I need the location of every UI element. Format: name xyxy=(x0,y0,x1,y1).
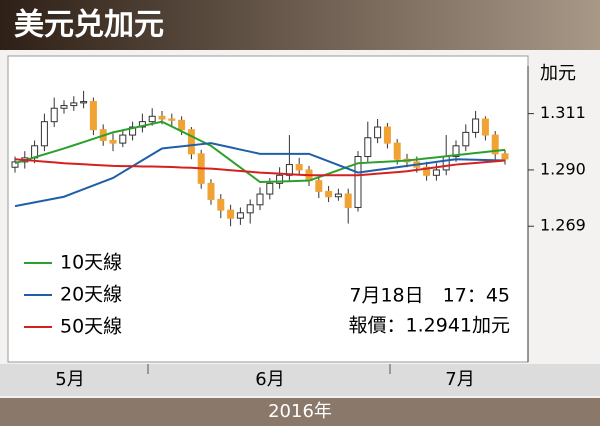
y-tick-label: 1.269 xyxy=(540,216,586,235)
ma-line xyxy=(14,120,506,184)
ma-line xyxy=(14,142,506,208)
candle-body xyxy=(11,161,19,168)
legend-label: 20天線 xyxy=(60,284,122,306)
candle-body xyxy=(325,190,333,198)
x-axis-label: 2016年 xyxy=(268,401,332,422)
candle-body xyxy=(80,101,88,104)
candle-body xyxy=(207,182,215,200)
candle-body xyxy=(442,156,450,171)
annotation: 7月18日 17：45 xyxy=(349,285,510,307)
candle-body xyxy=(501,153,509,160)
candle-body xyxy=(354,156,362,208)
candle-body xyxy=(256,193,264,206)
annotation: 報價：1.2941加元 xyxy=(349,315,510,337)
candle-body xyxy=(40,121,48,147)
x-tick-label: 6月 xyxy=(255,369,284,390)
candle-body xyxy=(89,101,97,131)
candle-body xyxy=(70,102,78,107)
candle-body xyxy=(432,169,440,176)
candle-body xyxy=(472,118,480,133)
candle-body xyxy=(236,212,244,219)
candle-body xyxy=(344,193,352,208)
y-tick-label: 1.311 xyxy=(540,103,586,122)
candle-body xyxy=(423,166,431,176)
candle-body xyxy=(491,134,499,155)
year-band xyxy=(0,398,600,426)
candle-body xyxy=(148,115,156,123)
candle-body xyxy=(217,198,225,211)
candle-body xyxy=(481,118,489,136)
candle-body xyxy=(383,126,391,144)
candle-body xyxy=(285,164,293,176)
legend-label: 50天線 xyxy=(60,316,122,338)
candle-body xyxy=(168,118,176,121)
candle-body xyxy=(295,164,303,171)
candle-body xyxy=(276,174,284,184)
month-band xyxy=(0,364,600,396)
candle-body xyxy=(158,115,166,120)
candle-body xyxy=(452,145,460,158)
candle-body xyxy=(109,139,117,144)
candle-body xyxy=(334,193,342,198)
legend-label: 10天線 xyxy=(60,252,122,274)
x-tick-label: 5月 xyxy=(55,369,84,390)
y-tick-label: 1.290 xyxy=(540,159,586,178)
candle-body xyxy=(393,142,401,160)
candle-body xyxy=(60,105,68,109)
candle-body xyxy=(364,137,372,158)
candle-body xyxy=(129,126,137,136)
x-tick-label: 7月 xyxy=(445,369,474,390)
candle-body xyxy=(178,119,186,131)
candle-body xyxy=(462,131,470,147)
candle-body xyxy=(315,180,323,192)
y-axis-label: 加元 xyxy=(540,63,576,84)
candle-body xyxy=(246,204,254,214)
ma-line xyxy=(14,158,506,177)
header xyxy=(0,0,600,50)
candle-body xyxy=(227,209,235,219)
candle-body xyxy=(119,134,127,144)
candle-body xyxy=(50,107,58,123)
candle-body xyxy=(187,129,195,155)
candle-body xyxy=(266,182,274,195)
candle-body xyxy=(374,126,382,139)
chart-title: 美元兑加元 xyxy=(14,8,164,43)
